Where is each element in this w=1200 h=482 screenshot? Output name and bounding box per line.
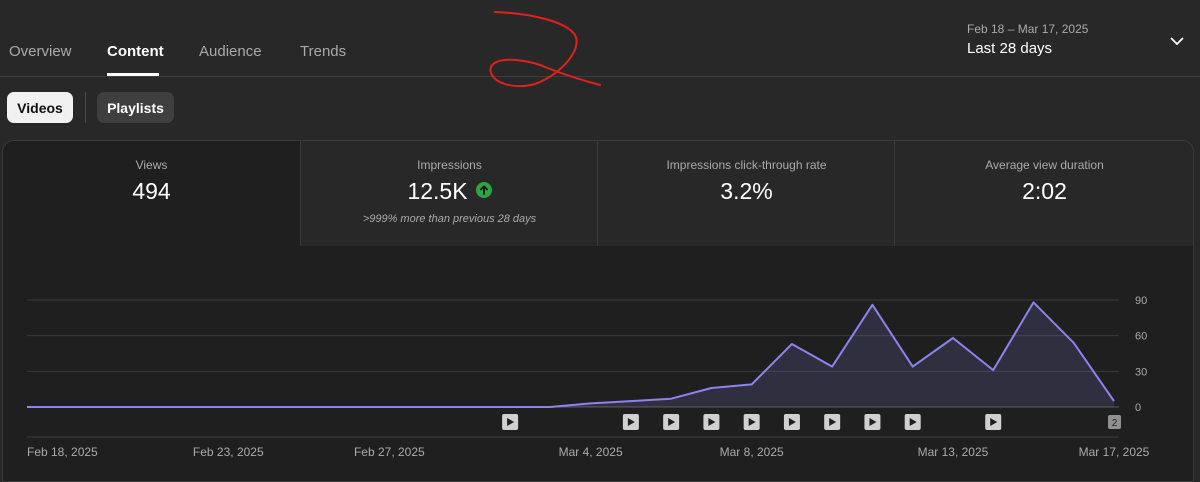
metric-label: Average view duration (985, 158, 1104, 172)
x-tick-label: Mar 4, 2025 (559, 445, 623, 459)
tab-audience[interactable]: Audience (199, 43, 262, 60)
date-range-text[interactable]: Feb 18 – Mar 17, 2025 (967, 22, 1089, 36)
metric-label: Impressions (417, 158, 482, 172)
x-tick-label: Mar 17, 2025 (1079, 445, 1150, 459)
x-tick-label: Feb 23, 2025 (193, 445, 264, 459)
tab-content[interactable]: Content (107, 43, 164, 60)
x-tick-label: Feb 18, 2025 (27, 445, 98, 459)
play-icon (507, 418, 515, 426)
videos-filter-chip[interactable]: Videos (7, 92, 73, 123)
play-icon (708, 418, 716, 426)
y-tick-label: 60 (1135, 331, 1147, 343)
metrics-chart-card: Views 494 Impressions 12.5K >999% more t… (2, 140, 1194, 482)
active-tab-indicator (107, 73, 159, 76)
play-icon (909, 418, 917, 426)
arrow-up-icon (475, 181, 492, 198)
metric-value-row: 12.5K (301, 178, 598, 205)
metric-avg-view-duration[interactable]: Average view duration 2:02 (894, 141, 1193, 246)
metric-impressions[interactable]: Impressions 12.5K >999% more than previo… (300, 141, 598, 246)
video-count-marker[interactable] (1108, 415, 1121, 429)
views-line-chart: 90 60 30 0 2 Feb 18, 2025 Feb 23, 2025 Feb 27, … (27, 295, 1150, 459)
y-tick-label: 0 (1135, 402, 1141, 414)
y-tick-label: 90 (1135, 295, 1147, 307)
red-annotation-scribble (489, 11, 601, 88)
play-icon (869, 418, 877, 426)
metric-value: 494 (132, 178, 171, 204)
play-icon (748, 418, 756, 426)
metric-value: 12.5K (407, 178, 468, 204)
chevron-down-icon[interactable] (1168, 32, 1186, 50)
x-tick-label: Mar 13, 2025 (918, 445, 989, 459)
y-tick-label: 30 (1135, 366, 1147, 378)
play-icon (990, 418, 998, 426)
metric-views[interactable]: Views 494 (3, 141, 300, 246)
date-range-label[interactable]: Last 28 days (967, 40, 1053, 57)
metric-comparison: >999% more than previous 28 days (362, 213, 537, 225)
analytics-tab-bar: Overview Content Audience Trends Feb 18 … (0, 0, 1200, 77)
x-tick-label: Mar 8, 2025 (720, 445, 784, 459)
views-area-fill (27, 302, 1114, 407)
play-icon (668, 418, 676, 426)
chip-divider (85, 92, 86, 123)
tab-overview[interactable]: Overview (9, 43, 72, 60)
tab-trends[interactable]: Trends (300, 43, 347, 60)
video-count-label: 2 (1112, 418, 1118, 429)
metric-value: 2:02 (1022, 178, 1067, 204)
metric-ctr[interactable]: Impressions click-through rate 3.2% (597, 141, 895, 246)
play-icon (788, 418, 796, 426)
metric-label: Impressions click-through rate (666, 158, 827, 172)
views-series-line (27, 301, 1115, 408)
metric-label: Views (135, 158, 168, 172)
x-tick-label: Feb 27, 2025 (354, 445, 425, 459)
metric-value: 3.2% (720, 178, 773, 204)
playlists-filter-chip[interactable]: Playlists (97, 92, 174, 123)
play-icon (829, 418, 837, 426)
play-icon (627, 418, 635, 426)
